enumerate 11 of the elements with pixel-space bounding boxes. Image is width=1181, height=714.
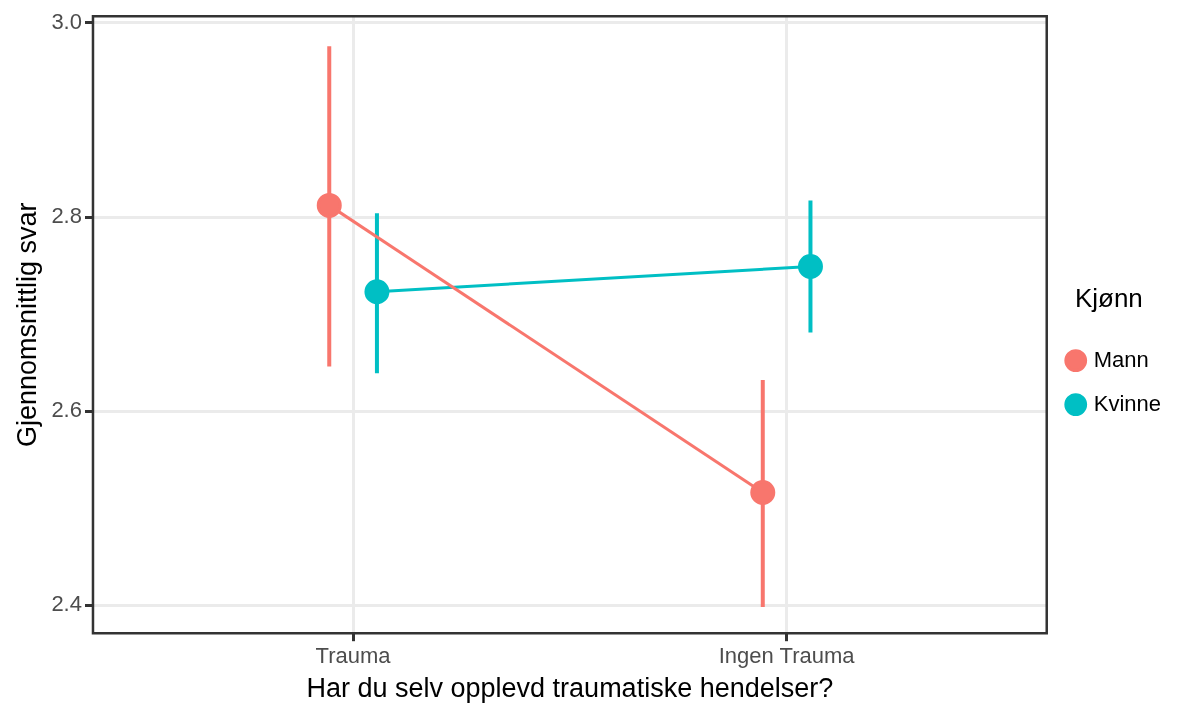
x-tick-label: Ingen Trauma: [718, 643, 856, 669]
legend-label: Mann: [1093, 346, 1149, 372]
y-axis-title: Gjennomsnittlig svar: [11, 202, 42, 447]
legend-label: Kvinne: [1093, 390, 1162, 416]
x-axis-title: Har du selv opplevd traumatiske hendelser?: [306, 673, 834, 704]
y-tick-label: 2.4: [51, 591, 82, 617]
legend-title: Kjønn: [1074, 282, 1143, 313]
x-tick-label: Trauma: [315, 643, 392, 669]
y-tick-label: 2.8: [51, 203, 82, 229]
y-tick-label: 2.6: [51, 397, 82, 423]
y-tick-label: 3.0: [51, 9, 82, 35]
